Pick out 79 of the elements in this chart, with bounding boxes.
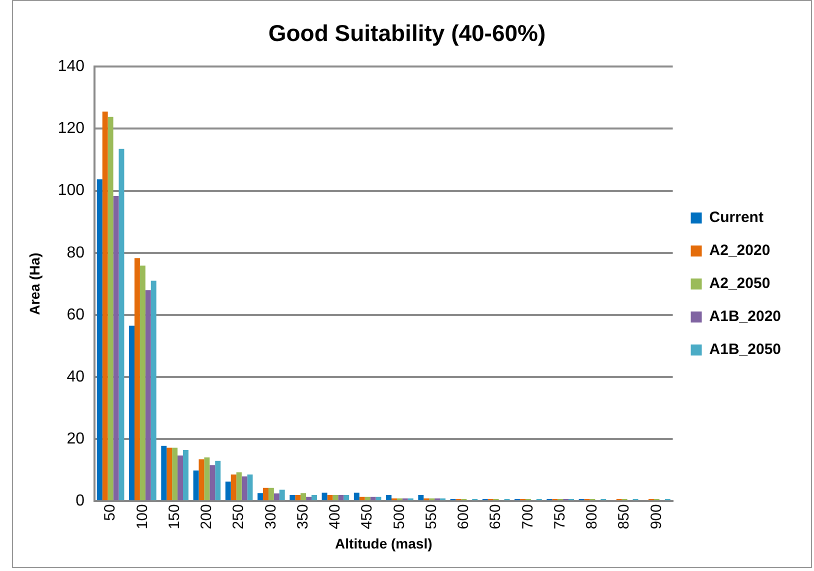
- bar: [386, 494, 392, 500]
- bar: [332, 494, 338, 500]
- bar: [338, 494, 344, 500]
- bar: [210, 465, 216, 500]
- y-tick-label: 0: [76, 492, 85, 510]
- bar: [274, 493, 280, 500]
- bar: [108, 116, 114, 500]
- chart-title: Good Suitability (40-60%): [268, 20, 546, 46]
- x-tick-label: 550: [422, 504, 440, 530]
- bar: [295, 494, 301, 500]
- x-tick-label: 500: [390, 504, 408, 530]
- x-axis-title: Altitude (masl): [335, 535, 432, 552]
- y-tick-label: 100: [58, 182, 85, 200]
- x-tick-label: 850: [616, 504, 633, 530]
- legend-label: A1B_2050: [709, 341, 781, 358]
- y-tick-label: 40: [66, 368, 85, 386]
- x-tick-label: 300: [262, 504, 280, 530]
- bar: [145, 290, 151, 500]
- x-tick-label: 350: [294, 504, 312, 530]
- y-tick-label: 80: [66, 244, 85, 262]
- bar: [312, 494, 317, 500]
- bar: [322, 492, 328, 500]
- bar: [242, 476, 248, 500]
- bar: [161, 446, 167, 500]
- x-tick-label: 450: [358, 504, 376, 530]
- y-tick-label: 60: [66, 306, 85, 324]
- bar: [247, 474, 253, 500]
- bar: [134, 258, 140, 500]
- x-tick-label: 150: [166, 504, 183, 530]
- bar: [263, 488, 268, 500]
- x-tick-label: 50: [102, 504, 119, 521]
- bar: [279, 490, 285, 500]
- bar: [370, 496, 376, 500]
- bar: [172, 448, 178, 500]
- x-tick-label: 600: [455, 504, 472, 530]
- bar: [96, 179, 102, 500]
- bar: [150, 280, 156, 500]
- bar: [140, 266, 146, 500]
- bar: [118, 148, 124, 500]
- legend-label: A1B_2020: [709, 308, 781, 326]
- legend-label: Current: [709, 209, 764, 226]
- bar: [198, 459, 204, 500]
- y-tick-label: 140: [58, 58, 85, 76]
- x-tick-label: 700: [519, 504, 536, 530]
- bar: [258, 493, 263, 500]
- bar: [236, 472, 242, 500]
- legend-label: A2_2020: [709, 242, 770, 260]
- bar: [204, 457, 210, 500]
- bar: [306, 496, 312, 500]
- x-tick-label: 750: [551, 504, 568, 530]
- bar: [364, 496, 370, 500]
- bar: [418, 494, 424, 500]
- bar: [193, 470, 199, 500]
- x-tick-label: 200: [198, 504, 216, 530]
- bar: [166, 448, 172, 500]
- bar: [129, 326, 134, 500]
- bar: [225, 482, 231, 500]
- x-tick-label: 900: [648, 504, 665, 530]
- bar: [359, 496, 365, 500]
- x-tick-label: 250: [230, 504, 248, 530]
- bar: [178, 456, 184, 500]
- bar: [300, 493, 306, 500]
- x-tick-label: 400: [326, 504, 344, 530]
- x-tick-label: 800: [584, 504, 601, 530]
- bar: [102, 112, 108, 500]
- bar: [268, 488, 274, 500]
- bar: [113, 196, 119, 500]
- bar: [290, 494, 296, 500]
- bar: [344, 494, 350, 500]
- y-tick-label: 120: [58, 120, 85, 138]
- y-axis-title: Area (Ha): [26, 252, 42, 316]
- bar: [354, 492, 360, 500]
- bar: [215, 460, 221, 500]
- x-tick-label: 100: [134, 504, 151, 530]
- bar: [183, 450, 188, 500]
- legend-label: A2_2050: [709, 275, 770, 292]
- x-tick-label: 650: [487, 504, 504, 530]
- y-tick-label: 20: [66, 430, 85, 448]
- bar: [230, 474, 236, 500]
